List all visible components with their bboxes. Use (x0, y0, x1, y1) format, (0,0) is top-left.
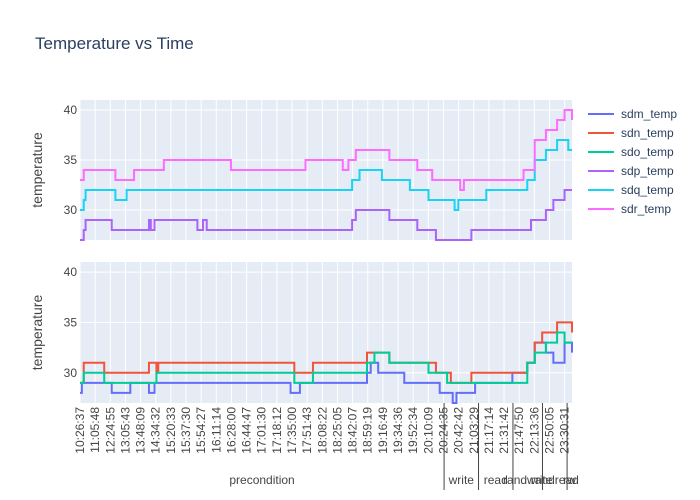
legend-label: sdr_temp (621, 201, 672, 216)
x-tick-label: 15:37:30 (179, 407, 193, 454)
legend-swatch (588, 188, 614, 191)
legend-label: sdn_temp (621, 125, 674, 140)
y-axis-label: temperature (29, 295, 45, 371)
x-tick-label: 17:51:43 (300, 407, 314, 454)
x-tick-label: 19:52:34 (406, 407, 420, 454)
x-tick-label: 21:47:50 (512, 407, 526, 454)
phase-label-rw: rw (563, 473, 576, 487)
legend-item-sdn_temp[interactable]: sdn_temp (588, 123, 677, 142)
y-tick-label: 40 (64, 103, 78, 117)
x-tick-label: 20:10:09 (421, 407, 435, 454)
x-tick-label: 11:05:48 (88, 407, 102, 453)
x-tick-label: 12:24:55 (103, 407, 117, 454)
legend-label: sdq_temp (621, 182, 674, 197)
y-tick-label: 35 (64, 315, 78, 329)
x-tick-label: 23:30:31 (558, 407, 572, 454)
series-line-sdr_temp (80, 109, 573, 191)
chart-title: Temperature vs Time (35, 34, 194, 53)
x-tick-label: 10:26:37 (73, 407, 87, 454)
x-tick-label: 22:13:36 (527, 407, 541, 454)
legend-label: sdp_temp (621, 163, 674, 178)
y-tick-label: 30 (64, 366, 78, 380)
x-tick-label: 17:35:00 (285, 407, 299, 454)
x-tick-label: 18:59:19 (361, 407, 375, 454)
x-tick-label: 20:24:35 (436, 407, 450, 454)
x-tick-label: 21:31:42 (497, 407, 511, 454)
x-tick-label: 15:20:33 (164, 407, 178, 454)
legend-item-sdp_temp[interactable]: sdp_temp (588, 161, 677, 180)
legend-swatch (588, 169, 614, 172)
x-tick-label: 22:50:05 (542, 407, 556, 454)
phase-label-read: read (484, 473, 508, 487)
y-tick-label: 35 (64, 153, 78, 167)
legend-item-sdq_temp[interactable]: sdq_temp (588, 180, 677, 199)
x-tick-label: 21:03:29 (467, 407, 481, 454)
plot-area-1 (80, 262, 572, 403)
x-tick-label: 18:25:05 (330, 407, 344, 454)
phase-label-randwrite: randwrite (503, 473, 553, 487)
legend-swatch (588, 112, 614, 115)
legend-item-sdo_temp[interactable]: sdo_temp (588, 142, 677, 161)
y-tick-label: 30 (64, 203, 78, 217)
x-tick-label: 20:42:42 (452, 407, 466, 454)
legend-swatch (588, 207, 614, 210)
legend-label: sdo_temp (621, 144, 674, 159)
x-tick-label: 17:18:12 (270, 407, 284, 454)
x-tick-label: 19:34:36 (391, 407, 405, 454)
x-tick-label: 21:17:14 (482, 407, 496, 454)
legend-label: sdm_temp (621, 106, 678, 121)
legend-swatch (588, 150, 614, 153)
phase-label-write: write (448, 473, 475, 487)
x-tick-label: 15:54:27 (194, 407, 208, 454)
x-tick-label: 18:08:22 (315, 407, 329, 454)
legend[interactable]: sdm_temp sdn_temp sdo_temp sdp_temp sdq_temp… (588, 104, 677, 218)
y-axis-label: temperature (29, 132, 45, 208)
x-tick-label: 14:34:32 (149, 407, 163, 454)
legend-swatch (588, 131, 614, 134)
legend-item-sdm_temp[interactable]: sdm_temp (588, 104, 677, 123)
x-tick-label: 18:42:07 (346, 407, 360, 454)
x-tick-label: 16:28:00 (224, 407, 238, 454)
series-line-sdp_temp (80, 189, 572, 241)
phase-label-precondition: precondition (229, 473, 294, 487)
legend-item-sdr_temp[interactable]: sdr_temp (588, 199, 677, 218)
x-tick-label: 13:05:43 (118, 407, 132, 454)
x-tick-label: 17:01:30 (255, 407, 269, 454)
x-tick-label: 13:48:09 (134, 407, 148, 454)
x-tick-label: 16:11:14 (209, 407, 223, 453)
series-line-sdo_temp (80, 331, 572, 384)
y-tick-label: 40 (64, 265, 78, 279)
x-tick-label: 16:44:47 (240, 407, 254, 454)
x-tick-label: 19:16:49 (376, 407, 390, 454)
